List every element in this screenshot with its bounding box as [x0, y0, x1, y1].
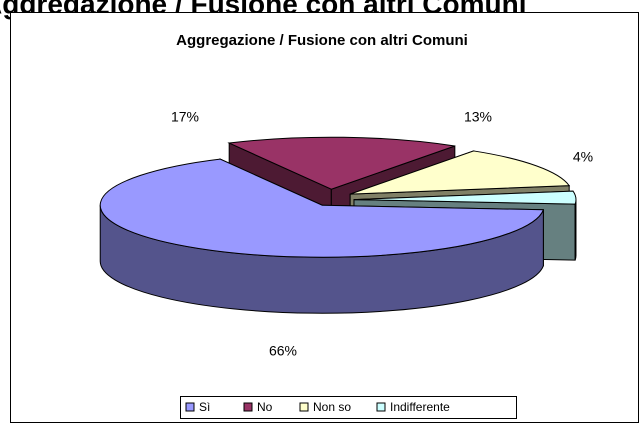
- pie-slice: [99, 158, 545, 314]
- data-label: 66%: [269, 343, 297, 359]
- slice-top: [99, 158, 545, 258]
- legend: Sì No Non so Indifferente: [185, 400, 450, 414]
- slice-wall: [574, 199, 577, 261]
- legend-label: No: [257, 400, 273, 414]
- legend-swatch: [299, 402, 309, 412]
- legend-swatch: [185, 402, 195, 412]
- pie: 66% 17% 13% 4%: [99, 109, 593, 359]
- chart-title: Aggregazione / Fusione con altri Comuni: [176, 32, 468, 49]
- data-label: 4%: [573, 149, 593, 165]
- data-label: 13%: [464, 109, 492, 125]
- data-label: 17%: [171, 109, 199, 125]
- legend-swatch: [243, 402, 253, 412]
- slice-top: [350, 150, 571, 195]
- legend-label: Indifferente: [390, 400, 450, 414]
- slice-top: [227, 136, 456, 190]
- legend-label: Sì: [199, 400, 210, 414]
- legend-swatch: [376, 402, 386, 412]
- slice-top: [353, 190, 577, 205]
- legend-box: [180, 396, 517, 419]
- legend-label: Non so: [313, 400, 351, 414]
